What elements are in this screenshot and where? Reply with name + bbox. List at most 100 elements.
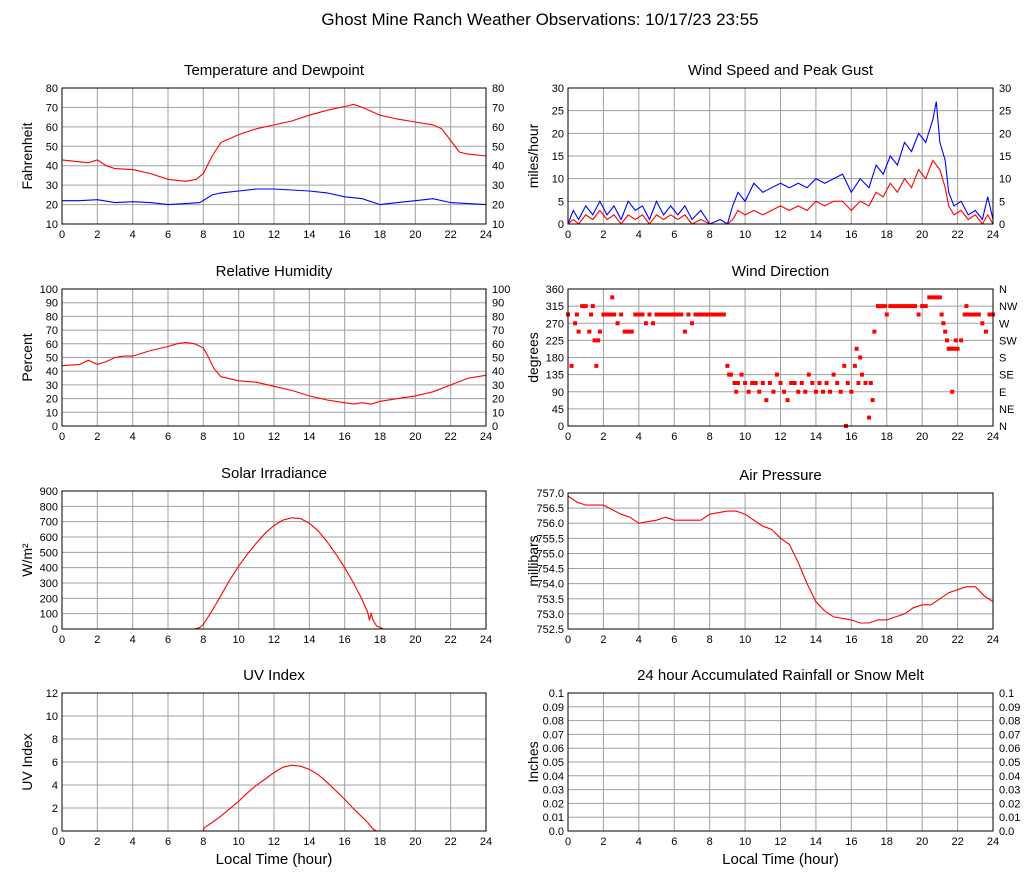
- x-tick-label: 24: [987, 836, 999, 848]
- data-point: [573, 321, 578, 326]
- right-tick-label: 0.08: [999, 716, 1020, 728]
- x-tick-label: 16: [845, 836, 857, 848]
- data-point: [943, 329, 948, 334]
- y-tick-label: 10: [46, 219, 58, 231]
- series-line: [62, 188, 487, 206]
- x-tick-label: 24: [987, 634, 999, 646]
- right-tick-label: 0: [999, 219, 1005, 231]
- chart-title: Wind Direction: [732, 263, 830, 280]
- data-point: [707, 312, 712, 317]
- data-point: [902, 304, 907, 309]
- data-point: [927, 295, 932, 300]
- x-tick-label: 0: [565, 229, 571, 241]
- x-tick-label: 6: [671, 431, 677, 443]
- y-tick-label: 360: [546, 284, 564, 296]
- x-tick-label: 0: [59, 431, 65, 443]
- data-point: [966, 312, 971, 317]
- data-point: [941, 321, 946, 326]
- data-point: [711, 312, 716, 317]
- y-tick-label: 755.5: [536, 533, 564, 545]
- y-tick-label: 0.09: [543, 702, 564, 714]
- right-tick-label: E: [999, 387, 1006, 399]
- y-tick-label: 756.0: [536, 518, 564, 530]
- x-tick-label: 10: [233, 836, 245, 848]
- x-tick-label: 14: [303, 836, 315, 848]
- y-tick-label: 0.02: [543, 798, 564, 810]
- x-tick-label: 24: [987, 431, 999, 443]
- data-point: [895, 304, 900, 309]
- data-point: [854, 346, 859, 351]
- y-tick-label: 100: [40, 284, 58, 296]
- data-point: [583, 304, 588, 309]
- plot-frame: [61, 490, 487, 630]
- y-tick-label: 0: [52, 421, 58, 433]
- data-point: [879, 304, 884, 309]
- y-axis-label: miles/hour: [525, 123, 541, 188]
- x-tick-label: 6: [165, 431, 171, 443]
- data-point: [858, 355, 863, 360]
- y-tick-label: 754.0: [536, 579, 564, 591]
- data-point: [693, 312, 698, 317]
- x-tick-label: 14: [810, 431, 822, 443]
- y-tick-label: 25: [552, 106, 564, 118]
- data-point: [626, 329, 631, 334]
- data-point: [835, 380, 840, 385]
- right-tick-label: 90: [492, 298, 504, 310]
- data-point: [596, 338, 601, 343]
- x-tick-label: 10: [739, 634, 751, 646]
- y-tick-label: 135: [546, 370, 564, 382]
- y-tick-label: 100: [40, 609, 58, 621]
- data-point: [891, 304, 896, 309]
- y-tick-label: 4: [52, 780, 58, 792]
- x-tick-label: 18: [374, 431, 386, 443]
- data-point: [792, 380, 797, 385]
- right-tick-label: 0.06: [999, 743, 1020, 755]
- x-tick-label: 16: [339, 836, 351, 848]
- x-tick-label: 14: [303, 634, 315, 646]
- y-tick-label: 60: [46, 339, 58, 351]
- data-point: [950, 389, 955, 394]
- data-point: [734, 389, 739, 394]
- data-point: [608, 312, 613, 317]
- y-tick-label: 0.01: [543, 812, 564, 824]
- data-point: [767, 380, 772, 385]
- right-tick-label: 30: [999, 83, 1011, 95]
- series-line: [567, 101, 994, 225]
- data-point: [828, 389, 833, 394]
- x-tick-label: 20: [409, 634, 421, 646]
- x-tick-label: 0: [565, 431, 571, 443]
- data-point: [665, 312, 670, 317]
- data-point: [867, 415, 872, 420]
- x-tick-label: 8: [200, 634, 206, 646]
- data-point: [955, 346, 960, 351]
- y-tick-label: 0: [558, 421, 564, 433]
- data-point: [714, 312, 719, 317]
- x-tick-label: 8: [200, 229, 206, 241]
- x-tick-label: 22: [951, 229, 963, 241]
- chart-title: Relative Humidity: [216, 263, 333, 280]
- y-tick-label: 0.08: [543, 716, 564, 728]
- data-point: [852, 363, 857, 368]
- right-tick-label: 0.0: [999, 826, 1014, 838]
- data-point: [782, 389, 787, 394]
- x-tick-label: 24: [480, 634, 492, 646]
- right-tick-label: SE: [999, 370, 1014, 382]
- data-point: [743, 380, 748, 385]
- x-tick-label: 8: [707, 634, 713, 646]
- data-point: [806, 372, 811, 377]
- y-tick-label: 300: [40, 578, 58, 590]
- series-line: [61, 103, 487, 182]
- x-tick-label: 14: [810, 634, 822, 646]
- right-tick-label: 50: [492, 141, 504, 153]
- data-point: [643, 321, 648, 326]
- data-point: [939, 312, 944, 317]
- data-point: [937, 295, 942, 300]
- y-tick-label: 45: [552, 404, 564, 416]
- x-tick-label: 10: [233, 634, 245, 646]
- right-tick-label: 0.09: [999, 702, 1020, 714]
- data-point: [962, 312, 967, 317]
- y-tick-label: 30: [552, 83, 564, 95]
- y-tick-label: 0.05: [543, 757, 564, 769]
